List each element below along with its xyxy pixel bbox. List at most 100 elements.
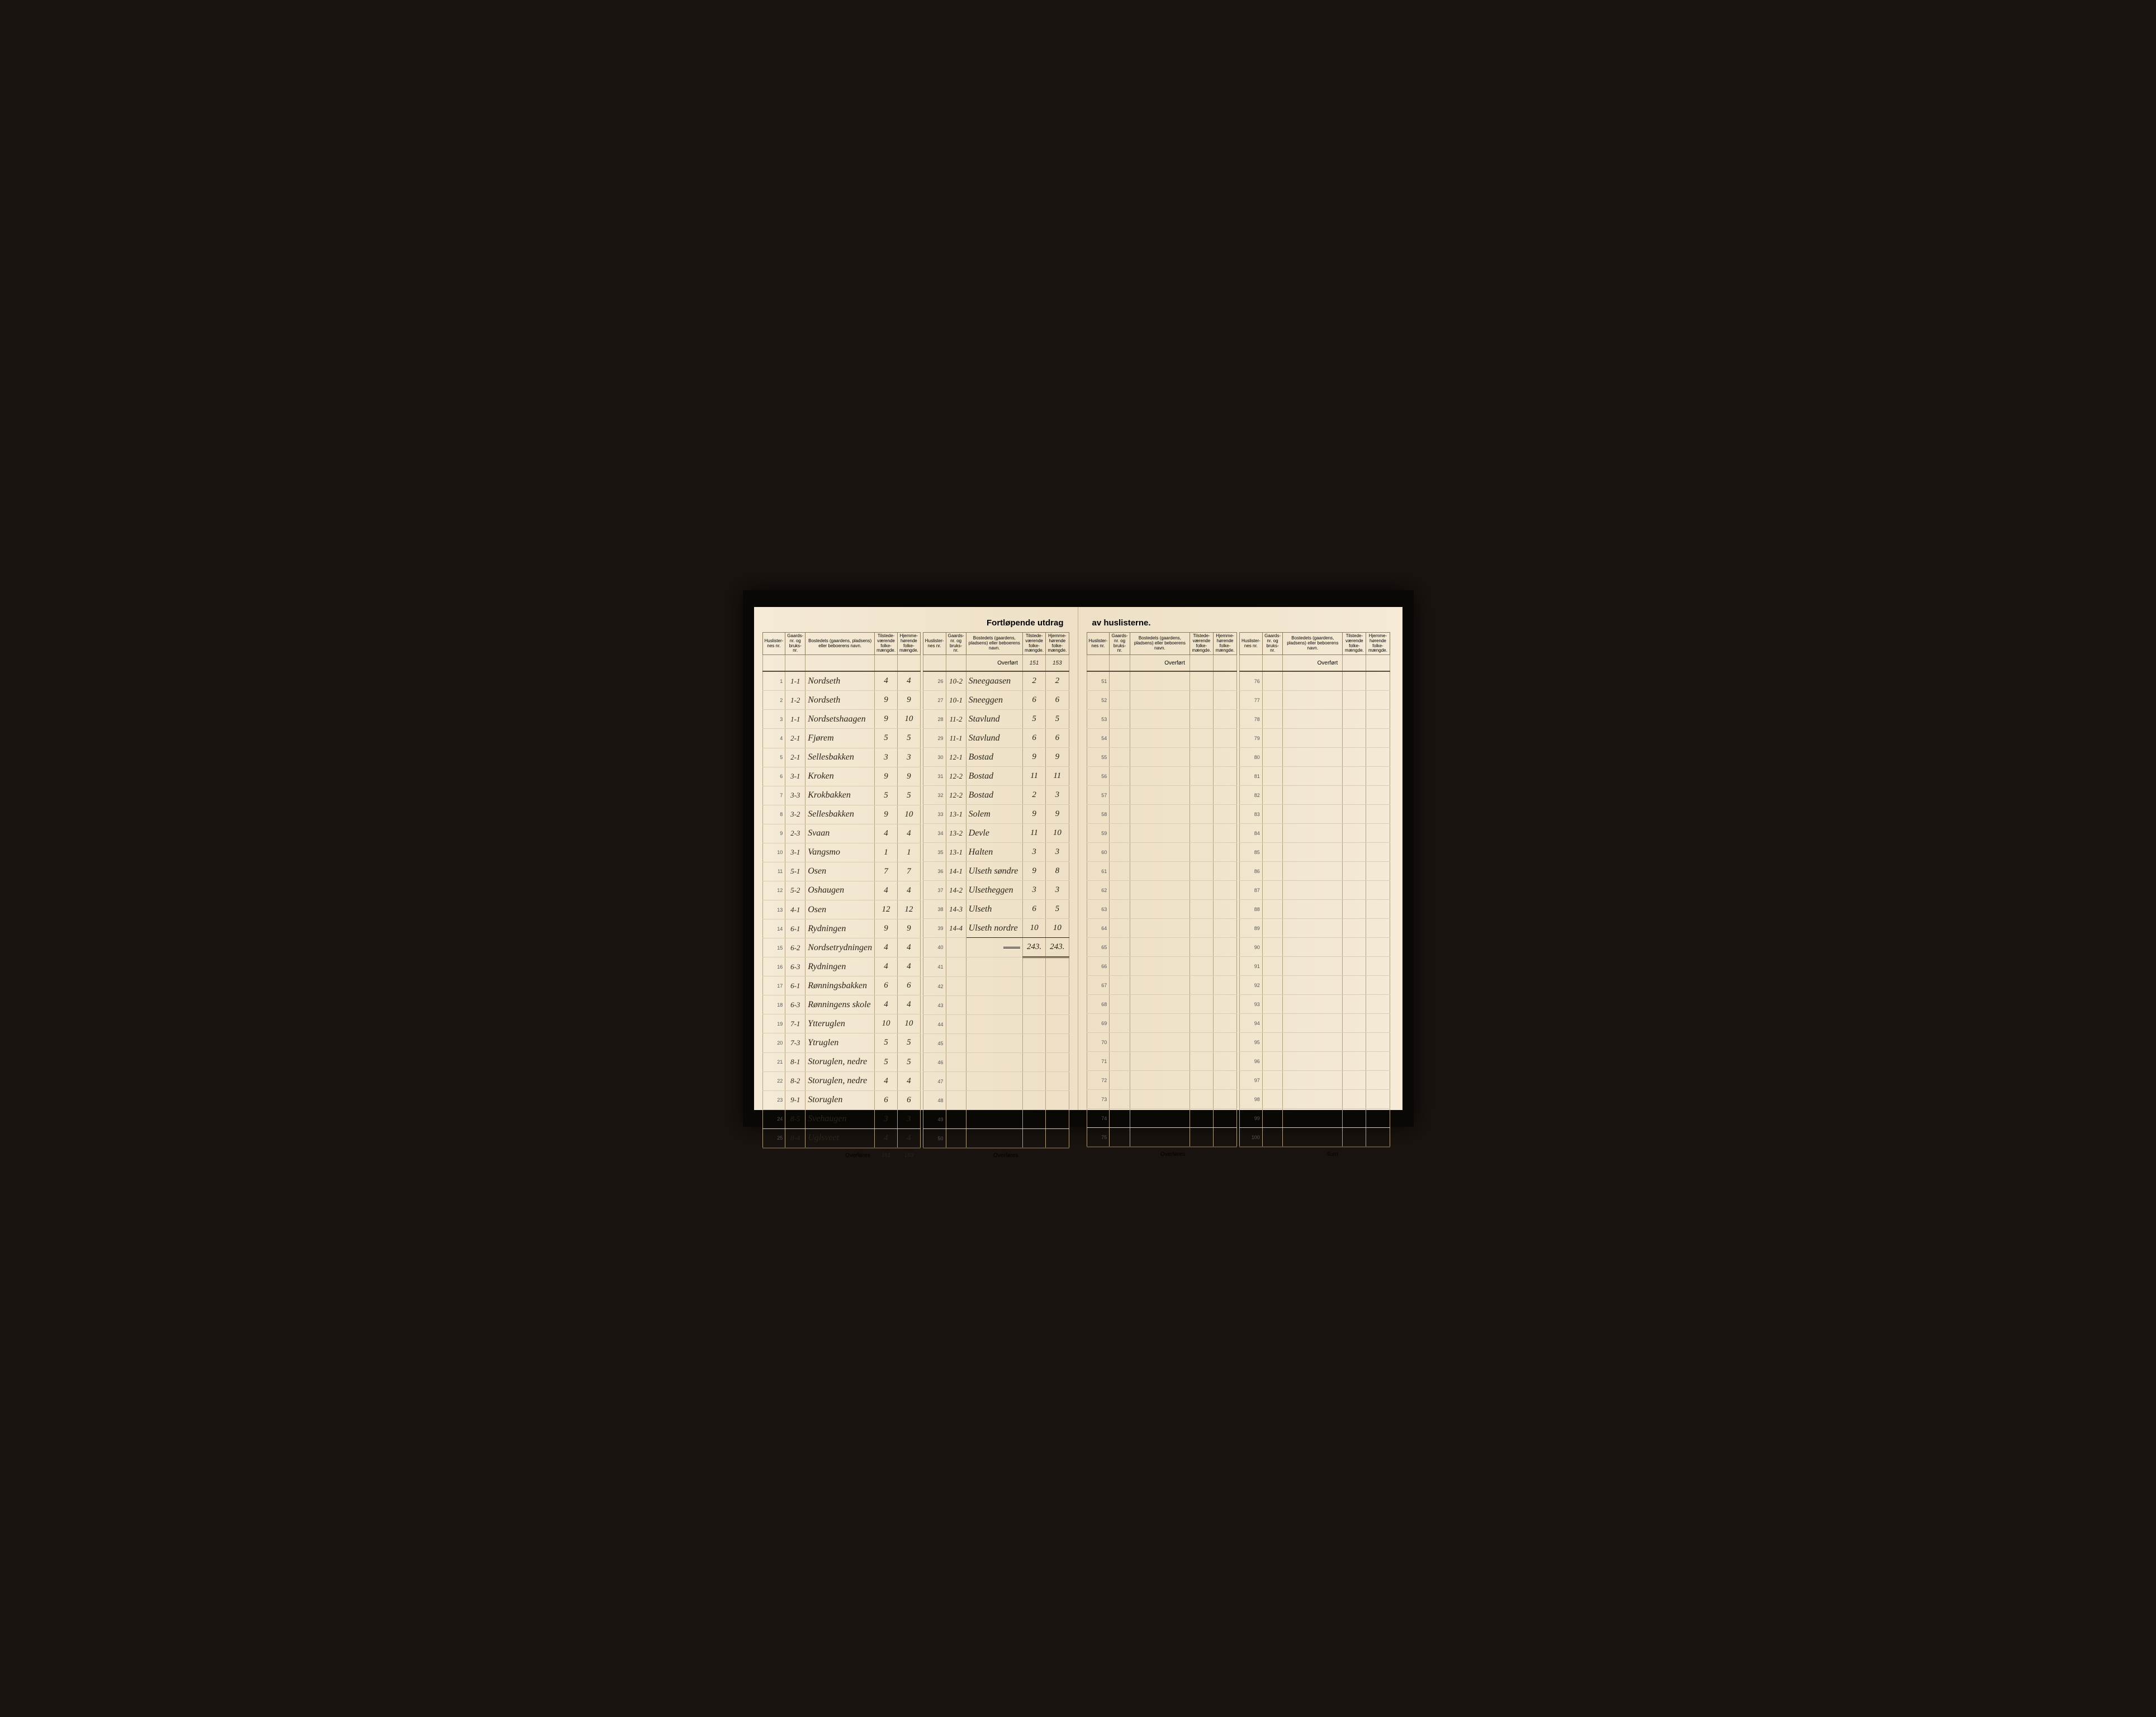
overfort-hjemme: 153 (1046, 655, 1069, 672)
row-number: 64 (1087, 919, 1110, 938)
gaards-nr (1262, 1128, 1283, 1147)
table-row: 21-2Nordseth99 (762, 691, 920, 710)
tilstede-count (1190, 710, 1213, 729)
overfores-row: Overføres 151 153 (762, 1148, 920, 1162)
row-number: 21 (762, 1052, 785, 1071)
hjemme-count (1213, 691, 1236, 710)
gaards-nr: 14-1 (946, 862, 966, 881)
row-number: 66 (1087, 957, 1110, 976)
table-row: 60 (1087, 843, 1237, 862)
hjemme-count (1213, 1033, 1236, 1052)
gaards-nr (1262, 843, 1283, 862)
row-number: 31 (923, 767, 946, 786)
row-number: 60 (1087, 843, 1110, 862)
row-number: 22 (762, 1071, 785, 1090)
gaards-nr (1262, 1090, 1283, 1109)
tilstede-count: 12 (875, 900, 898, 919)
gaards-nr (1262, 671, 1283, 691)
bosted-name (966, 1091, 1022, 1110)
gaards-nr: 14-3 (946, 900, 966, 919)
hjemme-count (1366, 671, 1390, 691)
hjemme-count (1213, 957, 1236, 976)
tilstede-count (1343, 805, 1366, 824)
bosted-name: Sneegaasen (966, 671, 1022, 691)
bosted-name (1283, 843, 1343, 862)
gaards-nr: 8-5 (785, 1109, 805, 1128)
row-number: 27 (923, 691, 946, 710)
overfort-row: Overført (1087, 655, 1237, 672)
hjemme-count (1213, 1014, 1236, 1033)
bosted-name: Nordseth (805, 691, 875, 710)
hjemme-count (1046, 1129, 1069, 1149)
tilstede-count: 1 (875, 843, 898, 862)
gaards-nr: 6-2 (785, 938, 805, 957)
overfort-label: Overført (966, 655, 1022, 672)
table-row: 88 (1240, 900, 1390, 919)
hjemme-count: 10 (1046, 919, 1069, 938)
gaards-nr: 7-1 (785, 1014, 805, 1033)
hjemme-count: 5 (1046, 710, 1069, 729)
gaards-nr (1262, 748, 1283, 767)
table-row: 46 (923, 1053, 1069, 1072)
gaards-nr: 3-2 (785, 805, 805, 824)
gaards-nr (1110, 900, 1130, 919)
row-number: 72 (1087, 1071, 1110, 1090)
bosted-name (1130, 671, 1190, 691)
bosted-name: Stavlund (966, 710, 1022, 729)
table-row: 62 (1087, 881, 1237, 900)
tilstede-count (1190, 881, 1213, 900)
table-row: 44 (923, 1015, 1069, 1034)
gaards-nr (1262, 976, 1283, 995)
overfores-row: Overføres (1087, 1147, 1237, 1161)
hjemme-count (1366, 862, 1390, 881)
bosted-name: Sneeggen (966, 691, 1022, 710)
overfort-label: Overført (1283, 655, 1343, 672)
gaards-nr (946, 1034, 966, 1053)
hjemme-count (1366, 710, 1390, 729)
overfores-hjemme: 153 (897, 1148, 920, 1162)
tilstede-count: 6 (1022, 900, 1045, 919)
tilstede-count (1190, 1090, 1213, 1109)
hjemme-count (1046, 1053, 1069, 1072)
gaards-nr: 14-4 (946, 919, 966, 938)
bosted-name: Nordseth (805, 671, 875, 691)
bosted-name (1283, 881, 1343, 900)
gaards-nr: 2-3 (785, 824, 805, 843)
bosted-name (1130, 957, 1190, 976)
gaards-nr (1110, 957, 1130, 976)
tilstede-count (1343, 843, 1366, 862)
tilstede-count (1190, 862, 1213, 881)
gaards-nr: 3-1 (785, 843, 805, 862)
tilstede-count (1190, 786, 1213, 805)
table-row: 47 (923, 1072, 1069, 1091)
tilstede-count: 9 (1022, 805, 1045, 824)
gaards-nr: 6-3 (785, 995, 805, 1014)
bosted-name (1283, 862, 1343, 881)
tilstede-count: 9 (875, 805, 898, 824)
row-number: 7 (762, 786, 785, 805)
row-number: 89 (1240, 919, 1263, 938)
gaards-nr (1110, 824, 1130, 843)
table-header: Huslister-nes nr. Gaards-nr. og bruks-nr… (923, 633, 1069, 655)
row-number: 13 (762, 900, 785, 919)
row-number: 40 (923, 938, 946, 957)
row-number: 16 (762, 957, 785, 976)
table-left-2: Huslister-nes nr. Gaards-nr. og bruks-nr… (923, 632, 1069, 1162)
table-row: 146-1Rydningen99 (762, 919, 920, 938)
gaards-nr (1262, 1033, 1283, 1052)
tilstede-count: 6 (1022, 729, 1045, 748)
table-row: 83 (1240, 805, 1390, 824)
row-number: 1 (762, 671, 785, 691)
hjemme-count: 9 (897, 919, 920, 938)
table-row: 98 (1240, 1090, 1390, 1109)
row-number: 29 (923, 729, 946, 748)
header-bosted: Bostedets (gaardens, pladsens) eller beb… (966, 633, 1022, 655)
tilstede-count (1190, 767, 1213, 786)
bosted-name (1283, 767, 1343, 786)
hjemme-count (1046, 1034, 1069, 1053)
tilstede-count (1022, 1015, 1045, 1034)
row-number: 58 (1087, 805, 1110, 824)
bosted-name (1130, 748, 1190, 767)
tilstede-count (1343, 824, 1366, 843)
gaards-nr: 5-1 (785, 862, 805, 881)
